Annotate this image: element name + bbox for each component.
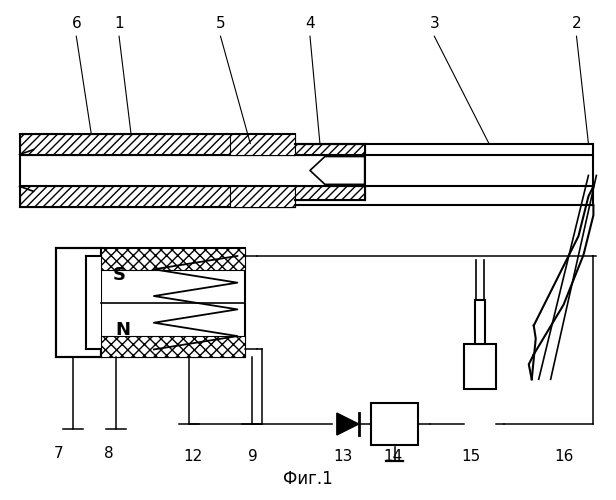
Text: 1: 1	[114, 16, 124, 31]
Bar	[101, 336, 245, 357]
Bar	[230, 134, 295, 154]
Bar	[20, 134, 295, 154]
Bar	[230, 186, 295, 207]
Bar	[20, 186, 295, 207]
Text: 8: 8	[104, 446, 114, 462]
Text: 2: 2	[572, 16, 582, 31]
Text: S: S	[113, 266, 126, 284]
Text: 14: 14	[383, 450, 402, 464]
Text: 3: 3	[429, 16, 439, 31]
Bar	[464, 344, 496, 389]
Bar	[101, 248, 245, 358]
Text: 15: 15	[461, 450, 480, 464]
Text: 16: 16	[554, 450, 573, 464]
Text: Фиг.1: Фиг.1	[283, 470, 333, 488]
Bar	[57, 248, 101, 358]
Text: 5: 5	[216, 16, 225, 31]
Polygon shape	[337, 413, 359, 435]
Text: N: N	[116, 321, 131, 339]
Text: 13: 13	[333, 450, 352, 464]
Text: 6: 6	[71, 16, 81, 31]
Bar	[295, 186, 365, 200]
Bar	[101, 248, 245, 270]
Bar	[475, 300, 485, 344]
Text: 12: 12	[183, 450, 202, 464]
Bar	[86, 256, 101, 350]
Text: 9: 9	[248, 450, 258, 464]
Text: 4: 4	[305, 16, 315, 31]
Bar	[371, 403, 418, 445]
Bar	[295, 144, 365, 154]
Text: 7: 7	[54, 446, 63, 462]
